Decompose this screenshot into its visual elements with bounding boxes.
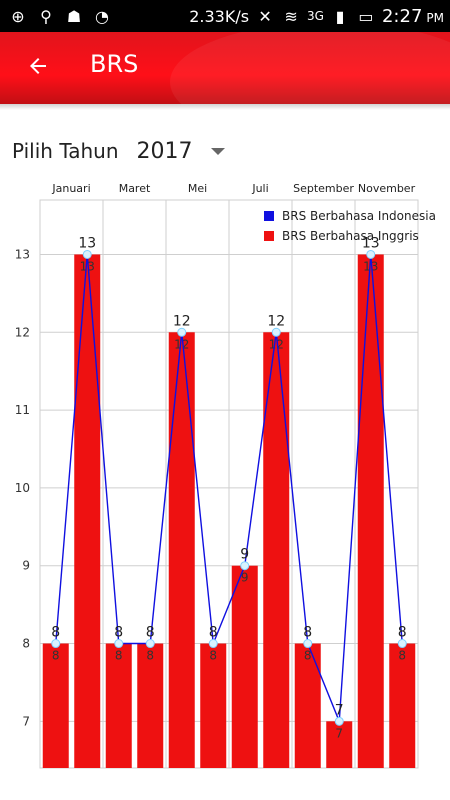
bar <box>105 643 132 768</box>
line-point <box>145 639 155 649</box>
brs-chart: 7 8 9 10 11 12 13 Januari Maret Mei Juli September N… <box>15 182 419 769</box>
line-point <box>208 639 218 649</box>
x-tick-label: Mei <box>188 182 207 195</box>
back-button[interactable] <box>18 46 58 86</box>
usb-icon: ⚲ <box>40 6 52 26</box>
x-tick-label: Juli <box>251 182 268 195</box>
line-value-label: 13 <box>78 235 96 251</box>
line-point <box>366 249 376 259</box>
bar <box>231 565 258 768</box>
legend-swatch-indonesia <box>264 211 274 221</box>
net-speed: 2.33K/s <box>189 6 250 26</box>
x-tick-label: Januari <box>51 182 90 195</box>
line-point <box>177 327 187 337</box>
clock-ampm: PM <box>426 10 444 25</box>
chart-container: 7 8 9 10 11 12 13 Januari Maret Mei Juli September N… <box>0 176 450 786</box>
line-point <box>303 639 313 649</box>
legend-label-indonesia: BRS Berbahasa Indonesia <box>282 209 436 223</box>
line-value-label: 8 <box>51 625 60 641</box>
app-bar: BRS <box>0 32 450 104</box>
bar-value-label: 8 <box>398 649 406 663</box>
y-tick-label: 8 <box>22 637 30 651</box>
bar <box>389 643 416 768</box>
line-value-label: 13 <box>362 235 380 251</box>
x-tick-label: September <box>293 182 354 195</box>
bar-value-label: 13 <box>363 259 378 273</box>
x-tick-label: Maret <box>119 182 151 195</box>
chart-legend: BRS Berbahasa Indonesia BRS Berbahasa In… <box>264 206 436 246</box>
bar-value-label: 8 <box>52 649 60 663</box>
line-point <box>51 639 61 649</box>
status-bar: ⊕ ⚲ ☗ ◔ 2.33K/s ✕ ≋ 3G ▮ ▭ 2:27 PM <box>0 0 450 32</box>
legend-label-inggris: BRS Berbahasa Inggris <box>282 229 419 243</box>
legend-swatch-inggris <box>264 231 274 241</box>
x-tick-label: November <box>358 182 416 195</box>
bar-value-label: 7 <box>335 726 343 740</box>
legend-item-inggris: BRS Berbahasa Inggris <box>264 226 436 246</box>
year-value: 2017 <box>136 138 193 164</box>
line-value-label: 8 <box>114 625 123 641</box>
dropdown-icon <box>210 147 225 155</box>
line-value-label: 12 <box>267 313 285 329</box>
app-bar-shadow <box>0 104 450 110</box>
status-right: 2.33K/s ✕ ≋ 3G ▮ ▭ 2:27 PM <box>189 6 450 27</box>
bar-value-label: 12 <box>174 337 189 351</box>
bar-value-label: 9 <box>241 571 249 585</box>
bar-value-label: 8 <box>146 649 154 663</box>
bar <box>263 332 290 768</box>
year-dropdown[interactable]: 2017 <box>137 139 225 164</box>
year-filter-label: Pilih Tahun <box>12 139 119 163</box>
legend-item-indonesia: BRS Berbahasa Indonesia <box>264 206 436 226</box>
whatsapp-icon: ◔ <box>95 6 109 26</box>
wifi-icon: ≋ <box>284 6 298 26</box>
bar <box>42 643 69 768</box>
line-point <box>82 249 92 259</box>
line-value-label: 7 <box>335 702 344 718</box>
y-tick-label: 11 <box>15 403 30 417</box>
clock-time: 2:27 <box>381 5 423 27</box>
line-point <box>397 639 407 649</box>
y-tick-label: 10 <box>15 481 30 495</box>
line-value-label: 9 <box>240 547 249 563</box>
year-filter-row: Pilih Tahun 2017 <box>12 136 225 166</box>
signal-icon: ▮ <box>335 6 345 26</box>
app-bar-wave <box>170 32 450 104</box>
y-tick-label: 12 <box>15 325 30 339</box>
line-value-label: 8 <box>303 625 312 641</box>
bar <box>200 643 227 768</box>
status-left: ⊕ ⚲ ☗ ◔ <box>0 6 112 26</box>
bar <box>357 254 384 768</box>
bar-value-label: 13 <box>80 259 95 273</box>
bar <box>74 254 101 768</box>
back-arrow-icon <box>30 58 46 74</box>
app-title: BRS <box>90 50 139 78</box>
line-point <box>240 561 250 571</box>
y-tick-label: 13 <box>15 247 30 261</box>
line-value-label: 8 <box>398 625 407 641</box>
line-point <box>114 639 124 649</box>
y-tick-label: 9 <box>22 559 30 573</box>
bar-value-label: 8 <box>304 649 312 663</box>
line-value-label: 8 <box>146 625 155 641</box>
bar <box>168 332 195 768</box>
battery-icon: ▭ <box>358 6 374 26</box>
mute-icon: ✕ <box>258 6 272 26</box>
bar <box>137 643 164 768</box>
series-line <box>55 254 403 722</box>
bar-value-label: 8 <box>209 649 217 663</box>
line-point <box>334 716 344 726</box>
y-tick-label: 7 <box>22 714 30 728</box>
add-icon: ⊕ <box>11 6 25 26</box>
bar-value-label: 12 <box>269 337 284 351</box>
line-value-label: 12 <box>173 313 191 329</box>
line-value-label: 8 <box>209 625 218 641</box>
line-point <box>271 327 281 337</box>
android-icon: ☗ <box>66 6 82 26</box>
bar <box>326 721 353 768</box>
bar-value-label: 8 <box>115 649 123 663</box>
network-type: 3G <box>307 9 324 23</box>
clock: 2:27 PM <box>382 6 444 27</box>
